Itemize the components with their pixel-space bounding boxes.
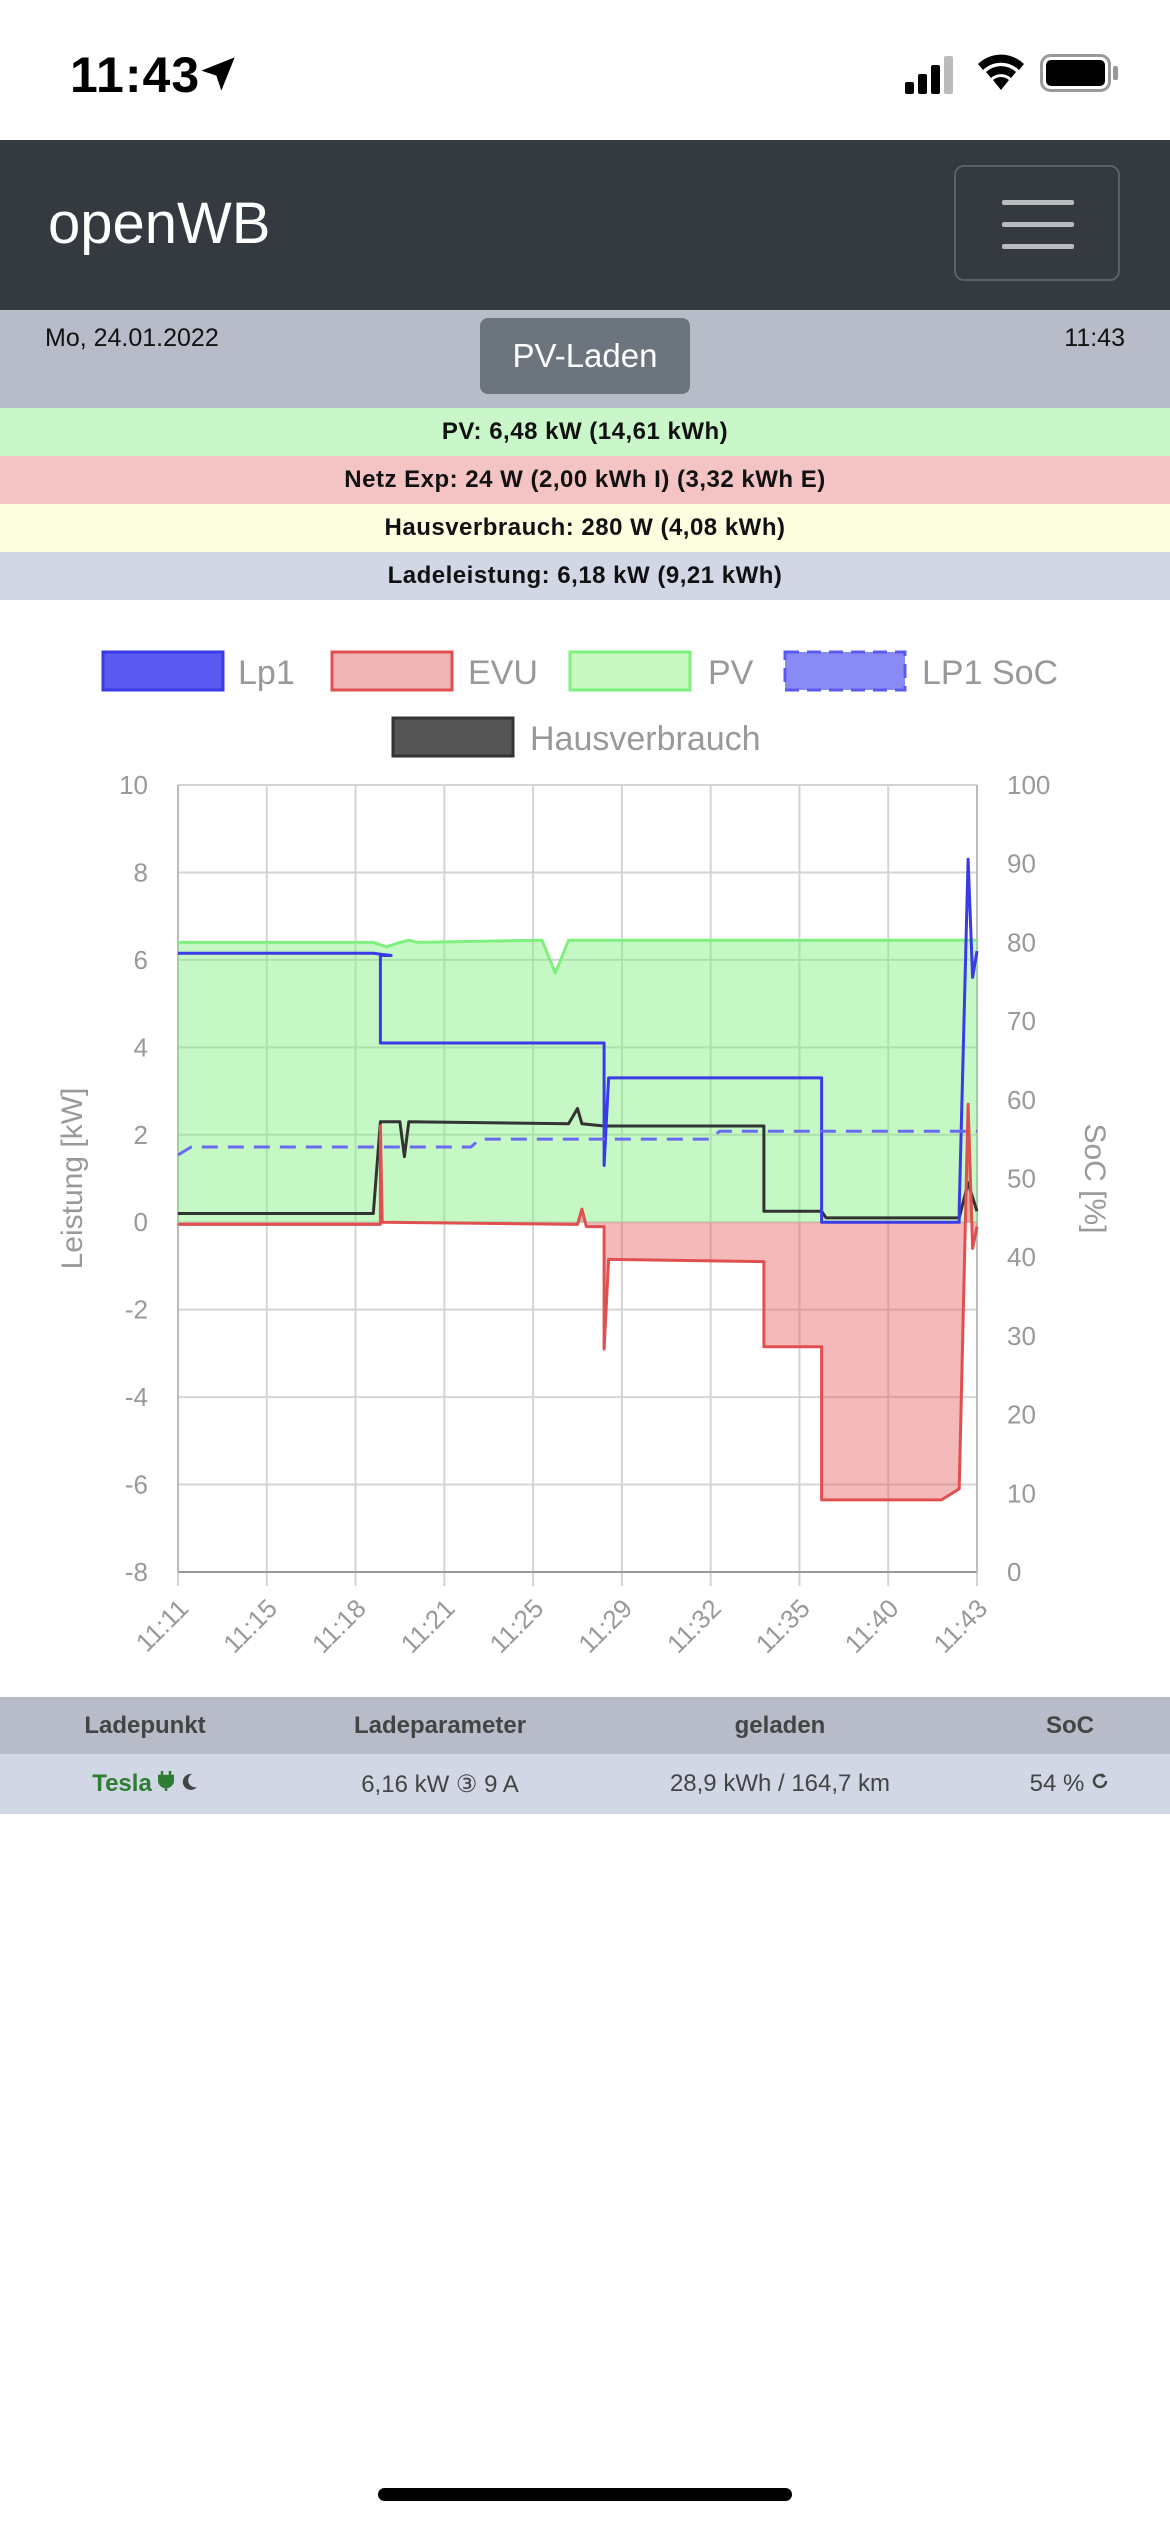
evu-area bbox=[178, 1104, 977, 1500]
x-tick-label: 11:40 bbox=[839, 1593, 905, 1659]
y-tick-label: 4 bbox=[134, 1032, 148, 1062]
soc-value: 54 % bbox=[1029, 1770, 1085, 1797]
legend-item-hausverbrauch[interactable]: Hausverbrauch bbox=[391, 716, 761, 758]
y2-tick-label: 10 bbox=[1007, 1478, 1036, 1508]
legend-swatch-evu bbox=[330, 650, 454, 692]
legend-swatch-hausverbrauch bbox=[391, 716, 515, 758]
cellular-signal-icon bbox=[905, 56, 953, 94]
y-tick-label: -2 bbox=[125, 1295, 148, 1325]
charge-mode-button[interactable]: PV-Laden bbox=[480, 318, 690, 394]
charge-point-table: Ladepunkt Ladeparameter geladen SoC Tesl… bbox=[0, 1697, 1170, 1814]
y2-tick-label: 40 bbox=[1007, 1242, 1036, 1272]
date-label: Mo, 24.01.2022 bbox=[45, 324, 219, 352]
chart-legend: Lp1 EVU PV LP1 SoC Hausverbrauch bbox=[101, 650, 1058, 758]
y-tick-label: 0 bbox=[134, 1207, 148, 1237]
header-ladepunkt: Ladepunkt bbox=[84, 1711, 206, 1739]
series-line-hausverbrauch bbox=[178, 1107, 979, 1220]
x-tick-label: 11:11 bbox=[130, 1593, 195, 1658]
grid-info: Netz Exp: 24 W (2,00 kWh I) (3,32 kWh E) bbox=[0, 456, 1170, 504]
x-tick-label: 11:21 bbox=[395, 1593, 461, 1659]
charge-params: 6,16 kW ③ 9 A bbox=[361, 1770, 519, 1798]
header-soc: SoC bbox=[1046, 1711, 1094, 1739]
status-bar: 11:43 bbox=[0, 0, 1170, 140]
header-geladen: geladen bbox=[734, 1711, 826, 1739]
charged-amount: 28,9 kWh / 164,7 km bbox=[669, 1770, 891, 1797]
charging-power-info: Ladeleistung: 6,18 kW (9,21 kWh) bbox=[0, 552, 1170, 600]
legend-label-hausverbrauch: Hausverbrauch bbox=[530, 720, 761, 758]
legend-item-lp1-soc[interactable]: LP1 SoC bbox=[783, 650, 1058, 692]
home-indicator bbox=[378, 2488, 792, 2501]
house-consumption-info: Hausverbrauch: 280 W (4,08 kWh) bbox=[0, 504, 1170, 552]
legend-swatch-lp1 bbox=[101, 650, 225, 692]
y2-tick-label: 100 bbox=[1007, 770, 1050, 800]
chart-grid bbox=[177, 784, 978, 1586]
table-header: Ladepunkt Ladeparameter geladen SoC bbox=[0, 1697, 1170, 1754]
y2-tick-label: 20 bbox=[1007, 1400, 1036, 1430]
menu-toggle-button[interactable] bbox=[954, 165, 1120, 281]
chart-lines bbox=[177, 857, 979, 1502]
y2-tick-label: 0 bbox=[1007, 1557, 1021, 1587]
y-tick-label: 8 bbox=[134, 857, 148, 887]
x-tick-label: 11:25 bbox=[483, 1593, 549, 1659]
plug-icon bbox=[157, 1770, 175, 1798]
header-ladeparameter: Ladeparameter bbox=[353, 1711, 527, 1739]
x-tick-label: 11:32 bbox=[661, 1593, 727, 1659]
y-tick-label: -4 bbox=[125, 1382, 148, 1412]
x-tick-label: 11:35 bbox=[750, 1593, 816, 1659]
legend-label-lp1-soc: LP1 SoC bbox=[922, 654, 1058, 692]
battery-icon bbox=[1040, 54, 1118, 92]
y-tick-label: 2 bbox=[134, 1120, 148, 1150]
y-axis-title: Leistung [kW] bbox=[56, 1088, 89, 1270]
y2-tick-label: 70 bbox=[1007, 1006, 1036, 1036]
legend-item-lp1[interactable]: Lp1 bbox=[101, 650, 295, 692]
wifi-icon bbox=[978, 54, 1024, 90]
pv-area bbox=[178, 940, 977, 1223]
y-tick-label: 10 bbox=[119, 770, 148, 800]
legend-swatch-lp1-soc bbox=[783, 650, 907, 692]
series-line-lp1-soc bbox=[177, 1129, 977, 1157]
navbar: openWB bbox=[0, 140, 1170, 310]
legend-label-pv: PV bbox=[708, 654, 754, 692]
power-chart: Lp1 EVU PV LP1 SoC Hausverbrauch 1086420… bbox=[56, 650, 1111, 1659]
hamburger-bar bbox=[1002, 244, 1074, 249]
x-tick-label: 11:43 bbox=[927, 1593, 993, 1659]
status-time: 11:43 bbox=[70, 47, 201, 103]
hamburger-bar bbox=[1002, 222, 1074, 227]
x-tick-label: 11:29 bbox=[572, 1593, 638, 1659]
legend-swatch-pv bbox=[568, 650, 692, 692]
refresh-icon[interactable] bbox=[1090, 1770, 1110, 1798]
charge-point-cell[interactable]: Tesla bbox=[0, 1754, 290, 1814]
y-tick-label: 6 bbox=[134, 945, 148, 975]
soc-cell[interactable]: 54 % bbox=[970, 1754, 1170, 1814]
series-line-lp1 bbox=[178, 857, 979, 1224]
series-line-pv bbox=[178, 938, 977, 975]
date-row: Mo, 24.01.2022 PV-Laden 11:43 bbox=[0, 310, 1170, 408]
time-label: 11:43 bbox=[1064, 324, 1125, 352]
hamburger-icon bbox=[1002, 200, 1074, 205]
moon-icon bbox=[180, 1770, 198, 1798]
y-tick-label: -8 bbox=[125, 1557, 148, 1587]
y-tick-label: -6 bbox=[125, 1470, 148, 1500]
charge-point-name: Tesla bbox=[92, 1770, 152, 1797]
table-row[interactable]: Tesla 6,16 kW ③ 9 A 28,9 kWh / 164,7 km … bbox=[0, 1754, 1170, 1814]
legend-item-evu[interactable]: EVU bbox=[330, 650, 538, 692]
y2-tick-label: 90 bbox=[1007, 849, 1036, 879]
y2-tick-label: 50 bbox=[1007, 1164, 1036, 1194]
x-tick-label: 11:15 bbox=[217, 1593, 283, 1659]
location-arrow-icon bbox=[201, 57, 235, 91]
y2-tick-label: 30 bbox=[1007, 1321, 1036, 1351]
legend-label-evu: EVU bbox=[468, 654, 538, 692]
brand-title[interactable]: openWB bbox=[48, 191, 271, 256]
pv-info: PV: 6,48 kW (14,61 kWh) bbox=[0, 408, 1170, 456]
legend-label-lp1: Lp1 bbox=[238, 654, 295, 692]
x-tick-label: 11:18 bbox=[306, 1593, 372, 1659]
y2-tick-label: 80 bbox=[1007, 927, 1036, 957]
y2-axis-title: SoC [%] bbox=[1078, 1123, 1111, 1233]
y2-tick-label: 60 bbox=[1007, 1085, 1036, 1115]
legend-item-pv[interactable]: PV bbox=[568, 650, 754, 692]
series-line-evu bbox=[178, 1102, 979, 1502]
